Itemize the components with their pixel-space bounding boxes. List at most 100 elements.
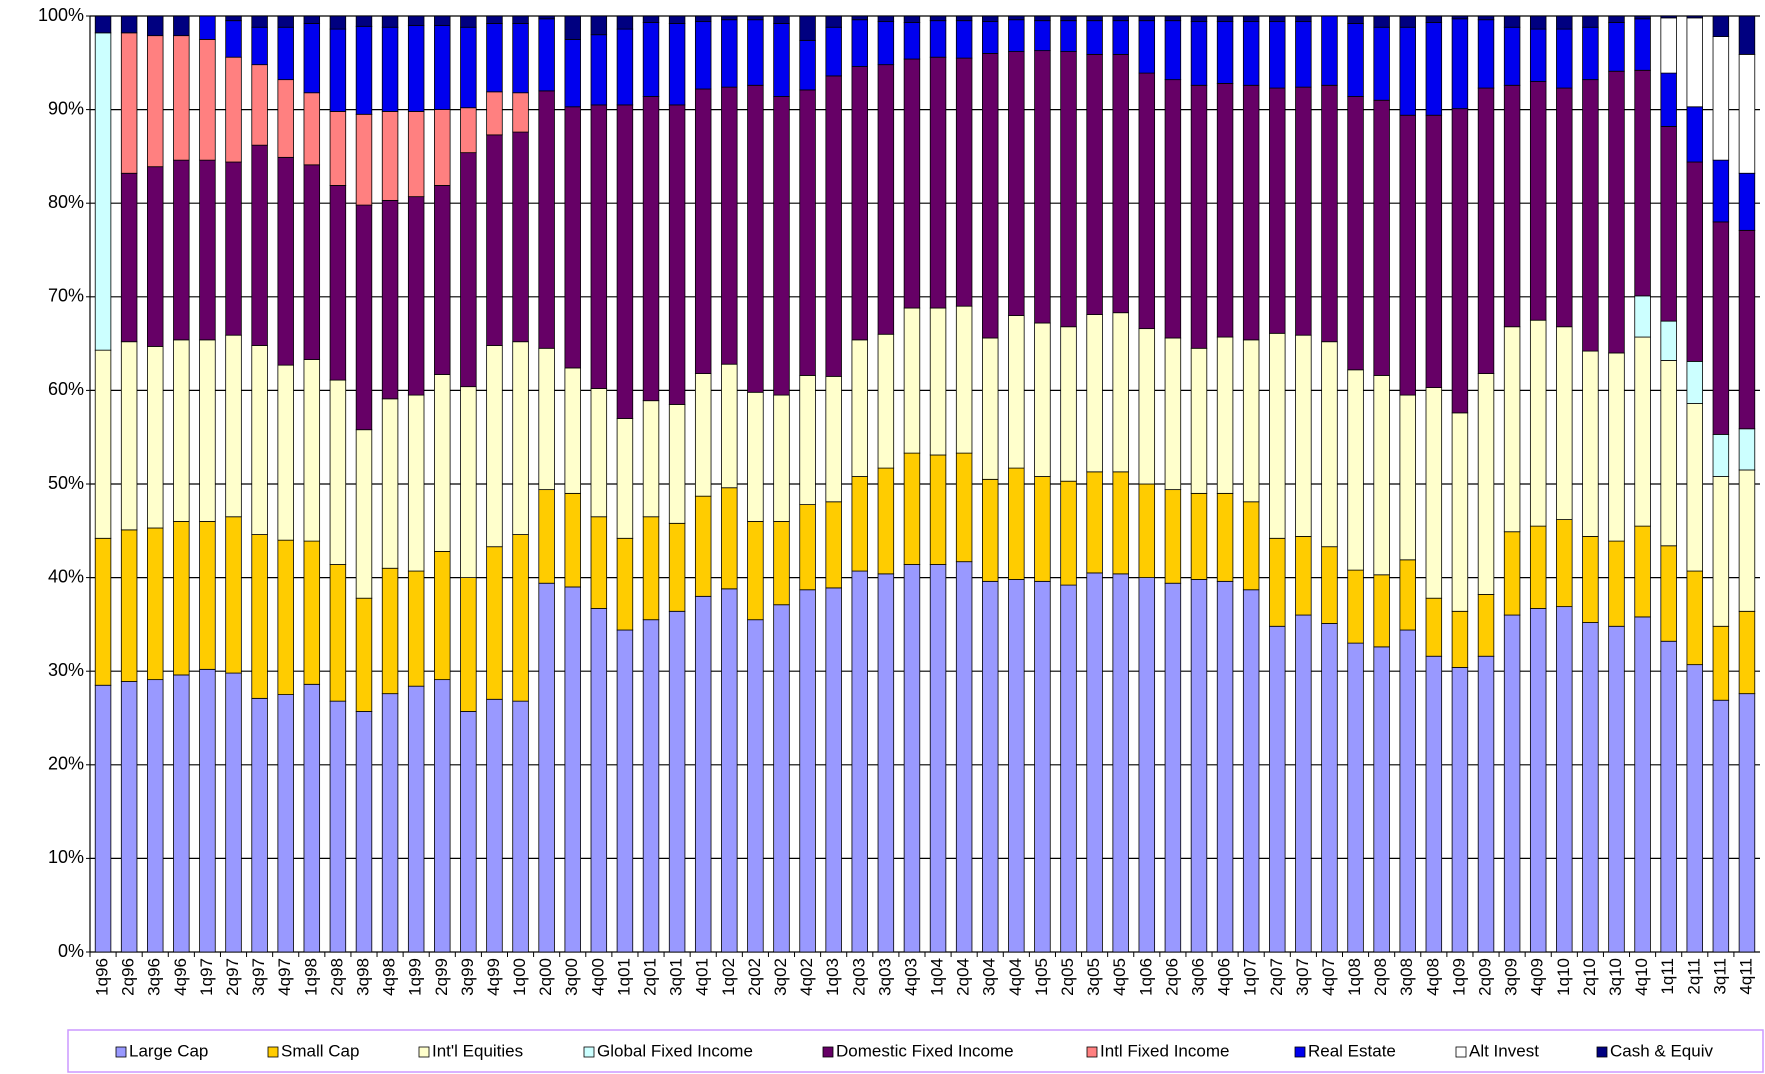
bar-segment xyxy=(1321,84,1338,343)
bar-segment xyxy=(1634,336,1651,527)
bar-segment xyxy=(1712,625,1730,701)
bar-segment xyxy=(355,204,373,431)
bar-segment xyxy=(538,18,555,92)
legend-swatch xyxy=(1455,1046,1467,1058)
x-tick-label: 3q04 xyxy=(980,958,999,996)
bar-segment xyxy=(251,144,268,346)
bar-segment xyxy=(407,394,425,572)
bar-segment xyxy=(1712,221,1730,435)
bar-segment xyxy=(486,15,503,24)
bar-segment xyxy=(694,15,712,23)
bar-segment xyxy=(1295,536,1312,616)
bar-segment xyxy=(199,339,216,522)
bar-segment xyxy=(1034,50,1051,324)
bar-segment xyxy=(799,504,816,591)
bar-segment xyxy=(486,546,503,700)
legend-swatch xyxy=(583,1046,595,1058)
bar-segment xyxy=(1556,519,1573,608)
bar-segment xyxy=(1686,106,1703,163)
bar-segment xyxy=(277,26,294,81)
x-tick-label: 3q99 xyxy=(458,958,477,996)
bar-segment xyxy=(303,164,321,360)
bar-segment xyxy=(251,15,268,28)
bar-segment xyxy=(1738,693,1756,953)
bar-segment xyxy=(407,15,425,26)
bar-segment xyxy=(564,106,581,369)
bar-segment xyxy=(512,700,529,953)
x-tick-label: 4q02 xyxy=(797,958,816,996)
bar-segment xyxy=(955,561,973,953)
x-tick-label: 4q07 xyxy=(1319,958,1338,996)
bar-segment xyxy=(147,346,164,529)
bar-segment xyxy=(929,15,947,22)
bar-segment xyxy=(1608,352,1625,542)
bar-segment xyxy=(877,333,895,469)
bar-segment xyxy=(173,159,190,341)
bar-segment xyxy=(564,39,581,108)
bar-segment xyxy=(1503,614,1521,953)
x-tick-label: 4q04 xyxy=(1006,958,1025,996)
bar-segment xyxy=(642,619,660,953)
bar-segment xyxy=(94,684,112,953)
bar-segment xyxy=(668,15,686,24)
bar-segment xyxy=(538,347,555,491)
bar-segment xyxy=(590,34,608,106)
bar-segment xyxy=(1269,537,1286,627)
bar-segment xyxy=(94,537,112,686)
bar-segment xyxy=(1347,23,1364,97)
bar-segment xyxy=(616,15,634,30)
bar-segment xyxy=(1269,332,1286,539)
bar-segment xyxy=(877,467,895,575)
x-tick-label: 2q00 xyxy=(536,958,555,996)
bar-segment xyxy=(434,24,451,110)
x-tick-label: 1q08 xyxy=(1345,958,1364,996)
x-tick-label: 4q06 xyxy=(1215,958,1234,996)
bar-segment xyxy=(694,595,712,953)
bar-segment xyxy=(1347,96,1364,371)
bar-segment xyxy=(1086,572,1103,953)
x-tick-label: 4q10 xyxy=(1632,958,1651,996)
bar-segment xyxy=(982,15,999,23)
bar-segment xyxy=(381,15,399,28)
bar-segment xyxy=(486,698,503,953)
bar-segment xyxy=(1138,483,1156,578)
bar-segment xyxy=(1660,126,1677,322)
bar-segment xyxy=(1686,570,1703,666)
bar-segment xyxy=(1712,699,1730,953)
bar-segment xyxy=(407,570,425,687)
bar-segment xyxy=(799,15,816,41)
bar-segment xyxy=(538,489,555,584)
bar-segment xyxy=(1529,81,1547,321)
y-tick-label: 20% xyxy=(48,754,84,774)
bar-segment xyxy=(877,21,895,66)
bar-segment xyxy=(1634,525,1651,618)
bar-segment xyxy=(1399,629,1416,953)
x-tick-label: 2q09 xyxy=(1476,958,1495,996)
bar-segment xyxy=(590,516,608,609)
bar-segment xyxy=(434,374,451,552)
bar-segment xyxy=(486,23,503,93)
bar-segment xyxy=(381,567,399,695)
bar-segment xyxy=(1190,84,1208,349)
bar-segment xyxy=(851,339,868,477)
bar-segment xyxy=(1321,623,1338,953)
bar-segment xyxy=(851,476,868,572)
bar-segment xyxy=(512,341,529,535)
bar-segment xyxy=(1503,84,1521,328)
bar-segment xyxy=(277,79,294,158)
bar-segment xyxy=(1608,70,1625,354)
bar-segment xyxy=(1634,18,1651,71)
bar-segment xyxy=(747,19,764,86)
bar-segment xyxy=(1269,625,1286,953)
bar-segment xyxy=(1373,574,1390,648)
legend-label: Int'l Equities xyxy=(432,1041,523,1060)
bar-segment xyxy=(1556,606,1573,953)
bar-segment xyxy=(120,32,138,174)
bar-segment xyxy=(1660,360,1677,547)
bar-segment xyxy=(1608,15,1625,23)
bar-segment xyxy=(355,429,373,599)
x-tick-label: 1q09 xyxy=(1449,958,1468,996)
bar-segment xyxy=(747,521,764,621)
bar-segment xyxy=(1112,15,1129,22)
bar-segment xyxy=(982,478,999,582)
